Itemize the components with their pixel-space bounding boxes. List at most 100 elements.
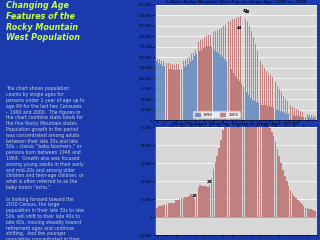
Bar xyxy=(179,69,180,120)
Bar xyxy=(183,198,184,217)
Bar xyxy=(244,14,246,217)
Text: The chart shows population
counts by single ages for
persons under 1 year of age: The chart shows population counts by sin… xyxy=(6,86,85,240)
Bar xyxy=(202,39,203,120)
Bar xyxy=(197,52,198,120)
Bar xyxy=(203,186,205,217)
Bar xyxy=(297,200,299,217)
Bar xyxy=(267,124,269,217)
Bar xyxy=(303,117,304,120)
Bar xyxy=(203,48,204,120)
Bar xyxy=(230,21,231,120)
Bar xyxy=(181,62,182,120)
Bar xyxy=(264,68,265,120)
Bar xyxy=(239,31,241,217)
Text: 20: 20 xyxy=(192,194,197,198)
Bar xyxy=(274,79,275,120)
Bar xyxy=(233,73,234,120)
Bar xyxy=(275,142,276,217)
Bar xyxy=(240,16,241,120)
Bar xyxy=(254,53,256,217)
Bar xyxy=(220,55,221,120)
Bar xyxy=(223,26,224,120)
Bar xyxy=(252,38,254,217)
Bar xyxy=(157,58,158,120)
Bar xyxy=(188,196,190,217)
Bar xyxy=(262,65,263,120)
Bar xyxy=(158,206,160,217)
Bar xyxy=(286,114,287,120)
Bar xyxy=(269,128,271,217)
Bar xyxy=(307,208,308,217)
Bar xyxy=(209,46,210,120)
Bar xyxy=(160,206,162,217)
Bar xyxy=(265,105,266,120)
Bar xyxy=(162,66,163,120)
Bar xyxy=(238,17,239,120)
Bar xyxy=(213,32,214,120)
Bar xyxy=(243,87,244,120)
Bar xyxy=(167,68,168,120)
Bar xyxy=(281,92,282,120)
Text: 48: 48 xyxy=(244,10,250,14)
Bar xyxy=(162,205,164,217)
Bar xyxy=(195,50,196,120)
Bar xyxy=(246,16,248,217)
Bar xyxy=(309,114,310,120)
Text: Changing Age
Features of the
Rocky Mountain
West Population: Changing Age Features of the Rocky Mount… xyxy=(6,1,80,42)
Bar xyxy=(308,209,310,217)
Bar xyxy=(192,197,194,217)
Bar xyxy=(185,60,186,120)
Bar xyxy=(173,70,174,120)
Bar xyxy=(294,108,295,120)
Bar xyxy=(231,74,233,217)
Bar xyxy=(224,59,225,120)
Bar xyxy=(217,30,218,120)
Bar xyxy=(276,149,278,217)
Bar xyxy=(311,115,312,120)
Bar xyxy=(190,62,191,120)
Bar xyxy=(161,60,162,120)
Bar xyxy=(292,193,293,217)
Bar xyxy=(278,110,279,120)
Bar xyxy=(236,18,237,120)
Bar xyxy=(222,57,223,120)
Bar xyxy=(160,64,161,120)
Bar xyxy=(169,203,171,217)
Bar xyxy=(181,198,182,217)
Bar xyxy=(284,113,285,120)
Legend: 1990, 2000: 1990, 2000 xyxy=(193,111,240,118)
Bar xyxy=(170,64,171,120)
Bar xyxy=(174,65,175,120)
Bar xyxy=(280,163,282,217)
Bar xyxy=(293,196,295,217)
Bar xyxy=(186,197,188,217)
Bar xyxy=(271,132,273,217)
Bar xyxy=(275,109,276,120)
Bar xyxy=(252,100,253,120)
Bar xyxy=(201,186,203,217)
Bar xyxy=(247,22,248,120)
Bar xyxy=(239,81,240,120)
Bar xyxy=(183,61,184,120)
Bar xyxy=(241,20,243,217)
Bar xyxy=(273,108,274,120)
Bar xyxy=(313,115,314,120)
Bar xyxy=(235,52,237,217)
Bar xyxy=(260,61,261,120)
Bar xyxy=(258,86,259,217)
Bar xyxy=(298,110,299,120)
Bar xyxy=(216,156,218,217)
Bar xyxy=(302,112,303,120)
Bar xyxy=(286,181,288,217)
Bar xyxy=(169,69,170,120)
Bar xyxy=(231,69,232,120)
Bar xyxy=(196,46,197,120)
Bar xyxy=(268,73,269,120)
Bar xyxy=(265,119,267,217)
Bar xyxy=(305,208,306,217)
Bar xyxy=(237,41,239,217)
Bar xyxy=(156,61,157,120)
Bar xyxy=(196,194,197,217)
Bar xyxy=(184,197,186,217)
Bar xyxy=(296,109,297,120)
